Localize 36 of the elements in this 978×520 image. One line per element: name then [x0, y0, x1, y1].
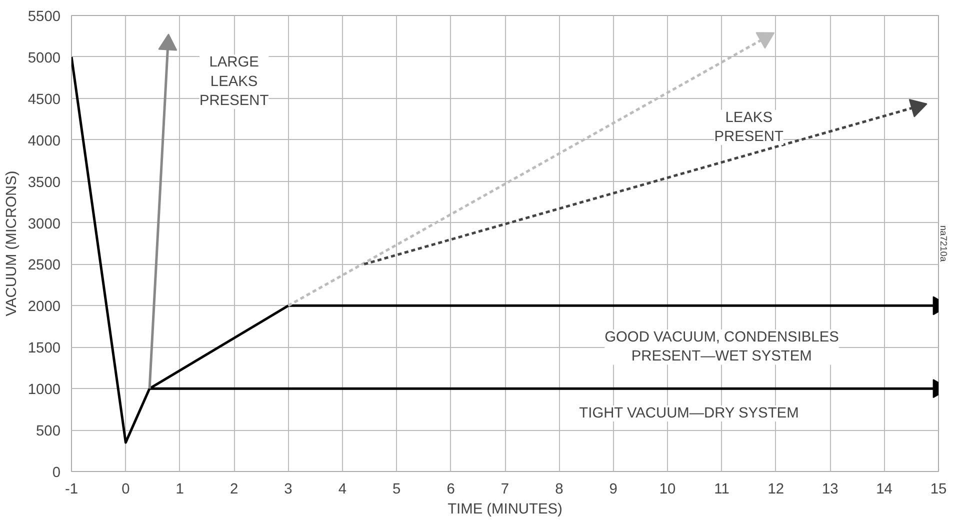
x-tick-label: 2 [230, 482, 238, 498]
y-tick-label: 3500 [28, 174, 61, 191]
y-tick-label: 4000 [28, 133, 61, 150]
x-tick-label: -1 [64, 482, 78, 498]
y-tick-label: 5000 [28, 50, 61, 66]
annotation: TIGHT VACUUM—DRY SYSTEM [579, 405, 799, 422]
y-tick-label: 500 [36, 424, 61, 440]
y-tick-label: 0 [52, 465, 61, 481]
annotation: LEAKS PRESENT [714, 110, 784, 146]
y-tick-label: 2500 [28, 258, 61, 274]
x-tick-label: 11 [714, 482, 730, 498]
y-tick-label: 1500 [28, 340, 61, 357]
y-tick-label: 1000 [28, 382, 61, 398]
x-tick-label: 3 [284, 482, 292, 498]
annotation: GOOD VACUUM, CONDENSIBLES PRESENT—WET SYSTEM [604, 330, 840, 365]
y-axis-title: VACUUM (MICRONS) [4, 170, 20, 316]
x-tick-label: 6 [446, 482, 455, 498]
x-tick-label: 12 [768, 482, 784, 498]
x-tick-label: 5 [392, 482, 401, 498]
x-tick-label: 8 [555, 482, 564, 498]
y-tick-label: 5500 [28, 9, 61, 25]
x-tick-label: 13 [822, 482, 838, 498]
y-tick-label: 3000 [28, 216, 61, 232]
x-tick-label: 4 [338, 482, 347, 498]
y-tick-label: 4500 [28, 92, 61, 108]
x-tick-label: 0 [122, 482, 130, 498]
x-tick-label: 7 [500, 482, 510, 498]
annotation: na7210a [938, 225, 948, 262]
x-tick-label: 1 [176, 482, 184, 498]
annotation: LARGE LEAKS PRESENT [199, 54, 269, 110]
x-tick-label: 14 [876, 482, 892, 498]
x-axis-title: TIME (MINUTES) [448, 502, 562, 518]
x-tick-label: 15 [930, 482, 947, 498]
y-tick-label: 2000 [28, 299, 61, 316]
x-tick-label: 10 [659, 482, 676, 498]
x-tick-label: 9 [609, 482, 618, 498]
